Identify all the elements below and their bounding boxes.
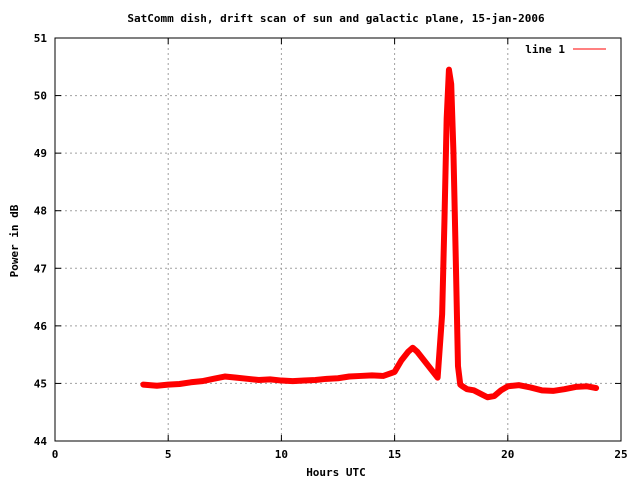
data-point [314,379,317,381]
data-point [445,117,448,120]
data-point [411,346,414,349]
data-point [359,375,362,377]
y-tick-label: 49 [34,147,47,160]
plot-frame [54,37,622,442]
data-point [529,386,532,389]
data-point [382,375,385,377]
y-tick-label: 47 [34,262,47,275]
data-point [235,376,237,379]
data-point [507,385,509,388]
data-point [348,375,351,378]
data-point [201,380,203,382]
data-point [466,388,468,390]
data-point [563,388,566,390]
data-point [452,152,455,154]
data-point [454,255,457,258]
x-tick-label: 15 [388,448,401,461]
data-point [473,389,475,392]
data-point [257,379,260,381]
data-point [167,383,169,386]
data-point [574,386,577,388]
data-point [486,396,489,399]
y-tick-label: 44 [34,435,48,448]
data-point [443,221,446,224]
data-point [407,350,409,353]
y-tick-label: 45 [34,377,47,390]
data-point [280,379,283,382]
data-point [461,385,464,388]
y-tick-label: 51 [34,32,48,45]
data-point [303,379,305,382]
x-tick-label: 0 [52,448,59,461]
x-axis-label: Hours UTC [306,466,366,479]
data-point [518,384,520,386]
data-point [269,378,271,381]
data-point [291,380,294,382]
data-point [595,387,597,389]
data-point [190,381,192,384]
legend: line 1 [525,43,606,56]
data-point [552,390,554,392]
data-point [337,377,339,380]
series-layer [140,66,600,401]
data-point [436,376,439,379]
y-tick-label: 46 [34,320,48,333]
data-point [450,83,453,85]
data-point [142,383,145,386]
data-point [448,68,450,71]
data-point [457,365,459,367]
data-point [224,375,226,378]
data-point [430,368,432,370]
data-point [416,350,419,353]
x-tick-labels: 0 5 10 15 20 25 [52,448,628,461]
y-tick-label: 48 [34,205,47,218]
x-tick-label: 5 [165,448,172,461]
tick-layer [54,37,622,442]
data-point [400,359,403,362]
data-point [325,378,328,380]
data-point [212,378,215,380]
data-point [441,313,443,316]
data-point [423,359,425,362]
y-axis-label: Power in dB [8,204,21,277]
data-point [371,374,373,377]
x-tick-label: 10 [275,448,288,461]
data-point [178,383,181,385]
y-tick-label: 50 [34,90,47,103]
data-point [246,378,249,380]
data-point [156,384,158,387]
grid-layer [55,38,621,441]
legend-label-line-1: line 1 [525,43,565,56]
x-tick-label: 20 [501,448,514,461]
y-tick-labels: 44 45 46 47 48 49 50 51 [34,32,48,448]
data-point [479,392,482,395]
data-point [540,389,543,392]
chart-title: SatComm dish, drift scan of sun and gala… [127,12,545,25]
data-point [493,395,496,397]
data-point [586,385,588,388]
data-point [459,383,462,386]
x-tick-label: 25 [614,448,627,461]
data-point [500,389,502,392]
data-point [393,371,396,373]
